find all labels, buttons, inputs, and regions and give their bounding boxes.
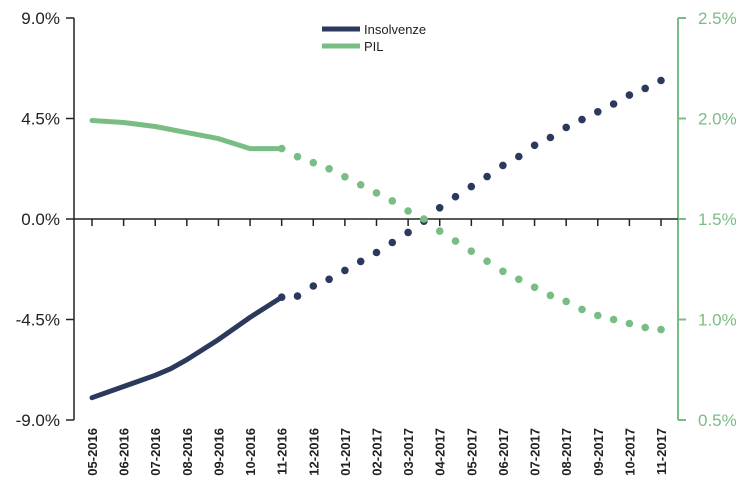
series-point-insolvenze bbox=[641, 84, 649, 93]
series-line-pil bbox=[89, 118, 285, 152]
series-point-pil bbox=[404, 207, 412, 215]
series-point-pil bbox=[499, 267, 507, 276]
series-point-insolvenze bbox=[404, 228, 412, 237]
chart-series-layer bbox=[89, 76, 665, 401]
x-axis-tick-label: 11-2017 bbox=[654, 428, 669, 475]
x-axis-tick-label: 03-2017 bbox=[401, 428, 416, 476]
series-point-insolvenze bbox=[388, 238, 397, 247]
x-axis-tick-label: 02-2017 bbox=[370, 428, 385, 476]
series-point-pil bbox=[546, 291, 555, 300]
series-point-pil bbox=[578, 305, 586, 314]
series-point-insolvenze bbox=[530, 141, 539, 150]
left-axis-tick-label: 4.5% bbox=[21, 110, 60, 129]
right-axis-tick-label: 0.5% bbox=[698, 411, 737, 430]
series-point-pil bbox=[483, 257, 491, 266]
x-axis-tick-label: 06-2017 bbox=[496, 428, 511, 476]
series-point-insolvenze bbox=[356, 257, 365, 266]
series-point-insolvenze bbox=[309, 282, 318, 290]
series-line-insolvenze bbox=[89, 294, 285, 401]
series-point-insolvenze bbox=[562, 123, 570, 132]
series-point-pil bbox=[625, 319, 634, 328]
series-point-insolvenze bbox=[546, 133, 555, 142]
series-point-pil bbox=[451, 237, 460, 245]
series-point-insolvenze bbox=[451, 192, 460, 201]
series-point-insolvenze bbox=[435, 204, 444, 212]
series-point-pil bbox=[420, 215, 428, 223]
x-axis-tick-label: 12-2016 bbox=[306, 428, 321, 476]
left-axis-tick-label: -9.0% bbox=[16, 411, 60, 430]
x-axis-tick-label: 08-2017 bbox=[559, 428, 574, 476]
series-point-insolvenze bbox=[483, 172, 491, 181]
series-point-pil bbox=[530, 283, 539, 292]
chart-tick-labels: -9.0% -4.5% 0.0% 4.5% 9.0% 0.5% 1.0% 1.5% 2.0% 2.… bbox=[16, 9, 737, 476]
series-point-pil bbox=[341, 173, 349, 181]
series-point-insolvenze bbox=[594, 108, 602, 116]
series-point-insolvenze bbox=[293, 292, 302, 300]
series-point-insolvenze bbox=[277, 293, 286, 302]
x-axis-tick-label: 10-2017 bbox=[622, 428, 637, 476]
series-point-insolvenze bbox=[325, 275, 333, 284]
left-axis-tick-label: 9.0% bbox=[21, 9, 60, 28]
series-point-insolvenze bbox=[578, 115, 586, 124]
right-axis-tick-label: 1.0% bbox=[698, 311, 737, 330]
legend-label-insolvenze: Insolvenze bbox=[364, 22, 426, 37]
x-axis-tick-label: 10-2016 bbox=[243, 428, 258, 476]
series-point-pil bbox=[515, 275, 523, 284]
x-axis-tick-label: 06-2016 bbox=[117, 428, 132, 476]
series-point-insolvenze bbox=[609, 100, 618, 108]
x-axis-tick-label: 01-2017 bbox=[338, 428, 353, 476]
chart-axes bbox=[66, 17, 686, 421]
x-axis-tick-label: 05-2017 bbox=[464, 428, 479, 476]
left-axis-tick-label: -4.5% bbox=[16, 311, 60, 330]
series-point-insolvenze bbox=[657, 76, 665, 85]
series-point-insolvenze bbox=[499, 161, 507, 170]
series-point-pil bbox=[356, 181, 365, 189]
right-axis-tick-label: 1.5% bbox=[698, 210, 737, 229]
series-point-insolvenze bbox=[625, 91, 634, 99]
series-point-insolvenze bbox=[372, 248, 381, 257]
series-point-insolvenze bbox=[467, 182, 476, 191]
series-point-pil bbox=[641, 323, 649, 332]
series-point-pil bbox=[388, 197, 397, 205]
x-axis-tick-label: 04-2017 bbox=[433, 428, 448, 476]
x-axis-tick-label: 08-2016 bbox=[180, 428, 195, 476]
series-point-insolvenze bbox=[341, 266, 349, 275]
x-axis-tick-label: 07-2017 bbox=[528, 428, 543, 476]
chart-legend: Insolvenze PIL bbox=[322, 22, 426, 54]
x-axis-tick-label: 09-2016 bbox=[211, 428, 226, 476]
series-point-pil bbox=[435, 227, 444, 235]
series-point-pil bbox=[277, 144, 286, 153]
series-point-pil bbox=[594, 311, 602, 320]
right-axis-tick-label: 2.5% bbox=[698, 9, 737, 28]
series-point-insolvenze bbox=[515, 152, 523, 161]
series-point-pil bbox=[657, 325, 665, 334]
x-axis-tick-label: 09-2017 bbox=[591, 428, 606, 476]
series-point-pil bbox=[609, 315, 618, 324]
x-axis-tick-label: 11-2016 bbox=[275, 428, 290, 475]
series-point-pil bbox=[562, 297, 570, 306]
series-point-pil bbox=[325, 165, 333, 173]
x-axis-tick-label: 05-2016 bbox=[85, 428, 100, 476]
series-point-pil bbox=[467, 247, 476, 255]
right-axis-tick-label: 2.0% bbox=[698, 110, 737, 129]
left-axis-tick-label: 0.0% bbox=[21, 210, 60, 229]
series-point-pil bbox=[372, 189, 381, 197]
x-axis-tick-label: 07-2016 bbox=[148, 428, 163, 476]
legend-label-pil: PIL bbox=[364, 39, 384, 54]
series-point-pil bbox=[293, 152, 302, 161]
series-point-pil bbox=[309, 158, 318, 167]
